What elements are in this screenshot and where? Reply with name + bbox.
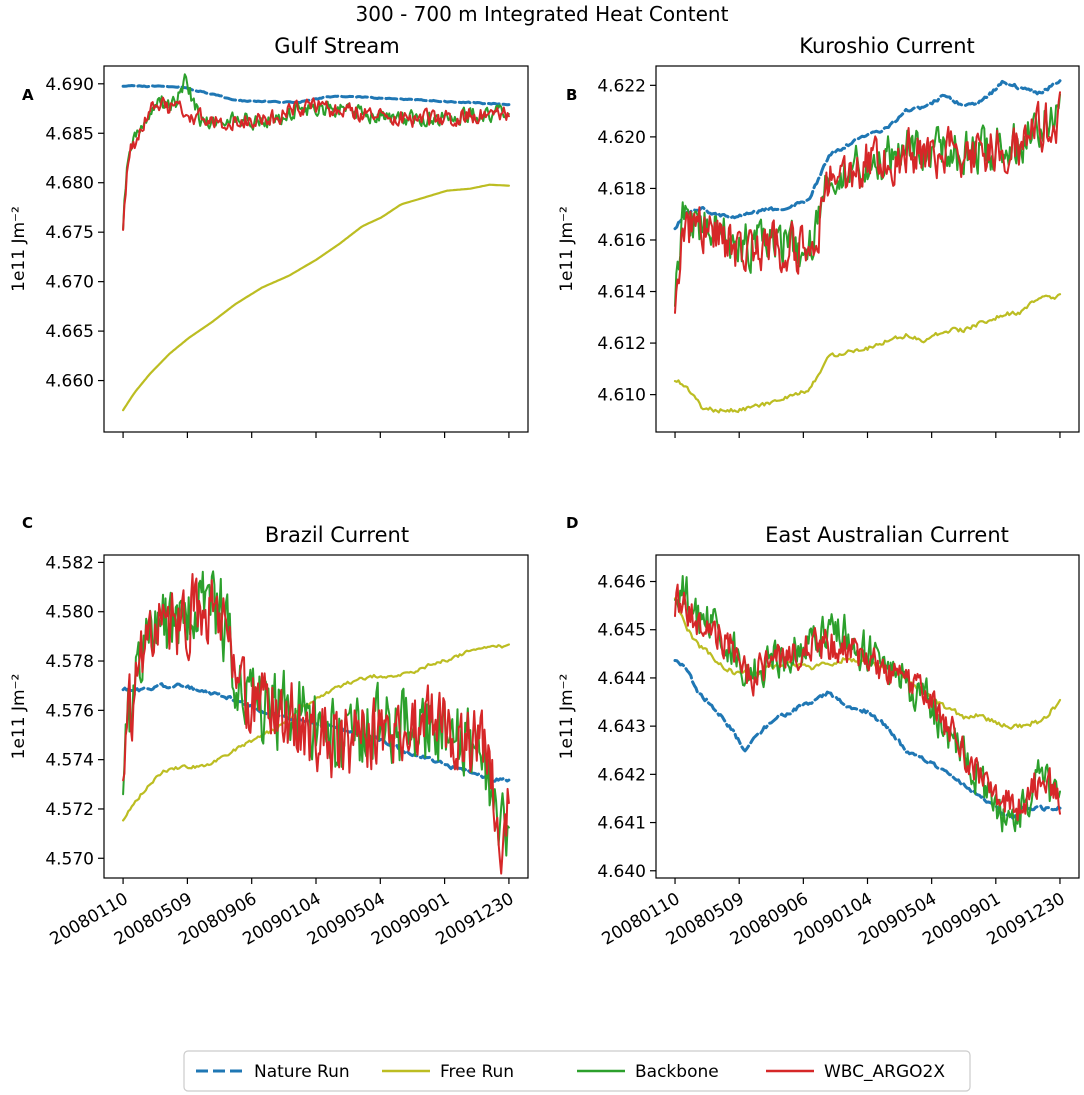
series-free-run-line bbox=[673, 293, 1062, 414]
series-wbc-argo2x-line bbox=[674, 91, 1061, 314]
y-axis-label: 1e11 Jm⁻² bbox=[9, 674, 29, 760]
y-tick-label: 4.645 bbox=[597, 621, 646, 641]
legend-label-wbc-argo2x: WBC_ARGO2X bbox=[824, 1062, 945, 1082]
y-tick-label: 4.620 bbox=[597, 128, 646, 148]
y-tick-label: 4.685 bbox=[45, 124, 94, 144]
panel-title: Brazil Current bbox=[265, 523, 409, 547]
y-tick-label: 4.612 bbox=[597, 334, 646, 354]
y-tick-label: 4.690 bbox=[45, 75, 94, 95]
legend-label-backbone: Backbone bbox=[635, 1062, 719, 1082]
panel-letter: D bbox=[566, 514, 578, 532]
y-tick-label: 4.610 bbox=[597, 386, 646, 406]
series-wbc-argo2x-line bbox=[674, 583, 1061, 822]
panel-title: Kuroshio Current bbox=[799, 34, 975, 58]
y-tick-label: 4.582 bbox=[45, 553, 94, 573]
panel-c: C Brazil Current 4.570 4.572 4.574 4.576 4.578… bbox=[9, 514, 529, 950]
axes-frame bbox=[655, 65, 1080, 433]
legend-label-free-run: Free Run bbox=[440, 1062, 514, 1082]
y-tick-label: 4.616 bbox=[597, 231, 646, 251]
y-tick-label: 4.574 bbox=[45, 751, 94, 771]
panel-letter: B bbox=[566, 86, 577, 104]
y-tick-label: 4.614 bbox=[597, 283, 646, 303]
y-tick-label: 4.675 bbox=[45, 223, 94, 243]
y-tick-label: 4.618 bbox=[597, 179, 646, 199]
y-tick-label: 4.640 bbox=[597, 862, 646, 882]
series-free-run-line bbox=[122, 183, 510, 412]
y-tick-label: 4.680 bbox=[45, 174, 94, 194]
legend-label-nature-run: Nature Run bbox=[254, 1062, 350, 1082]
series-group bbox=[673, 575, 1062, 833]
panel-title: Gulf Stream bbox=[274, 34, 399, 58]
y-tick-label: 4.570 bbox=[45, 849, 94, 869]
y-tick-label: 4.643 bbox=[597, 717, 646, 737]
series-group bbox=[121, 570, 511, 875]
figure-title: 300 - 700 m Integrated Heat Content bbox=[356, 2, 729, 26]
series-wbc-argo2x-line bbox=[122, 96, 510, 231]
panels: A Gulf Stream 4.660 4.665 4.670 4.675 4.680 4.6… bbox=[9, 34, 1080, 950]
y-tick-label: 4.642 bbox=[597, 765, 646, 785]
panel-letter: C bbox=[22, 514, 33, 532]
y-axis-label: 1e11 Jm⁻² bbox=[557, 206, 577, 292]
y-tick-label: 4.644 bbox=[597, 669, 646, 689]
y-tick-label: 4.665 bbox=[45, 322, 94, 342]
y-tick-label: 4.622 bbox=[597, 76, 646, 96]
series-nature-run-line bbox=[673, 659, 1062, 820]
y-tick-label: 4.578 bbox=[45, 652, 94, 672]
panel-b: B Kuroshio Current 4.610 4.612 4.614 4.616 4.6… bbox=[557, 34, 1080, 438]
y-tick-label: 4.660 bbox=[45, 372, 94, 392]
panel-d: D East Australian Current 4.640 4.641 4.642 4… bbox=[557, 514, 1080, 950]
series-wbc-argo2x-line bbox=[122, 573, 510, 875]
legend: Nature Run Free Run Backbone WBC_ARGO2X bbox=[183, 1050, 971, 1092]
y-tick-label: 4.576 bbox=[45, 701, 94, 721]
panel-title: East Australian Current bbox=[765, 523, 1009, 547]
y-axis-label: 1e11 Jm⁻² bbox=[557, 674, 577, 760]
y-tick-label: 4.646 bbox=[597, 573, 646, 593]
series-backbone-line bbox=[674, 93, 1061, 308]
y-tick-label: 4.670 bbox=[45, 273, 94, 293]
y-tick-label: 4.641 bbox=[597, 814, 646, 834]
series-nature-run-line bbox=[673, 79, 1062, 231]
series-group bbox=[673, 79, 1062, 414]
y-axis-label: 1e11 Jm⁻² bbox=[9, 206, 29, 292]
y-tick-label: 4.580 bbox=[45, 603, 94, 623]
series-backbone-line bbox=[674, 575, 1061, 833]
series-group bbox=[121, 73, 511, 412]
panel-letter: A bbox=[22, 86, 34, 104]
y-tick-label: 4.572 bbox=[45, 800, 94, 820]
series-free-run-line bbox=[122, 643, 510, 822]
panel-a: A Gulf Stream 4.660 4.665 4.670 4.675 4.680 4.6… bbox=[9, 34, 529, 438]
